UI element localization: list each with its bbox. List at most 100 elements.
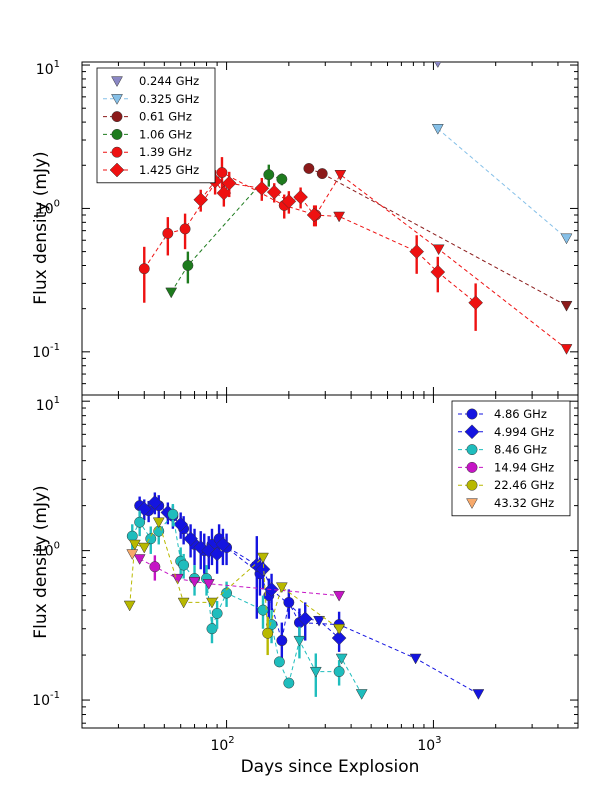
- bottom-series-43-32-ghz: [126, 549, 139, 560]
- bottom-legend-marker-8-46-ghz: [466, 444, 478, 456]
- top-point-0-244-ghz: [434, 62, 442, 69]
- bottom-point-22-46-ghz: [257, 552, 269, 564]
- top-series-0-61-ghz: [303, 163, 573, 312]
- bottom-point-4-994-ghz: [331, 630, 347, 646]
- top-legend-marker-0-244-ghz: [111, 76, 123, 88]
- top-point-1-425-ghz: [293, 189, 308, 205]
- bottom-series-22-46-ghz: [123, 517, 346, 656]
- bottom-point-4-994-ghz: [183, 531, 198, 547]
- bottom-series-14-94-ghz: [133, 554, 346, 602]
- bottom-point-8-46-ghz: [134, 516, 146, 528]
- top-point-1-425-ghz: [468, 295, 483, 311]
- bottom-point-22-46-ghz: [275, 582, 288, 594]
- top-point-1-425-ghz: [193, 192, 209, 208]
- top-point-1-06-ghz: [182, 260, 194, 271]
- top-point-0-325-ghz: [560, 233, 573, 245]
- bottom-point-8-46-ghz: [206, 623, 218, 635]
- bottom-point-8-46-ghz: [293, 635, 306, 647]
- bottom-point-8-46-ghz: [221, 587, 233, 599]
- bottom-point-22-46-ghz: [177, 597, 190, 609]
- top-series-0-325-ghz: [431, 124, 573, 245]
- top-point-1-425-ghz: [281, 194, 297, 209]
- bottom-legend-marker-22-46-ghz: [466, 479, 478, 491]
- top-point-1-425-ghz: [409, 244, 425, 259]
- top-legend-marker-1-39-ghz: [111, 146, 123, 158]
- bottom-point-8-46-ghz: [126, 530, 138, 542]
- x-axis-label: Days since Explosion: [241, 757, 420, 777]
- y-axis-label-top: Flux density (mJy): [31, 151, 51, 304]
- bottom-legend-marker-14-94-ghz: [466, 461, 478, 473]
- bottom-point-8-46-ghz: [355, 689, 368, 700]
- top-point-1-425-ghz: [430, 264, 446, 280]
- top-point-1-425-ghz: [254, 181, 270, 196]
- bottom-point-4-86-ghz: [276, 635, 288, 647]
- bottom-legend-marker-43-32-ghz: [466, 498, 478, 510]
- top-ytick-label: 10-1: [32, 342, 60, 361]
- top-point-1-425-ghz: [221, 175, 237, 191]
- top-series-1-39-ghz: [138, 157, 573, 355]
- top-legend-label-0-244-ghz: 0.244 GHz: [139, 74, 199, 88]
- bottom-legend-label-43-32-ghz: 43.32 GHz: [494, 496, 554, 510]
- top-point-1-39-ghz: [162, 227, 174, 239]
- top-legend-marker-1-06-ghz: [111, 128, 123, 140]
- bottom-point-14-94-ghz: [333, 590, 346, 602]
- bottom-point-4-86-ghz: [283, 596, 295, 608]
- bottom-point-4-994-ghz: [313, 615, 325, 627]
- top-legend-marker-1-425-ghz: [109, 162, 125, 178]
- top-point-0-61-ghz: [560, 300, 573, 312]
- bottom-point-8-46-ghz: [167, 508, 179, 520]
- top-legend-label-1-425-ghz: 1.425 GHz: [139, 163, 199, 177]
- top-point-1-425-ghz: [266, 184, 282, 200]
- bottom-legend-label-22-46-ghz: 22.46 GHz: [494, 478, 554, 492]
- top-point-1-425-ghz: [333, 211, 346, 223]
- bottom-point-22-46-ghz: [138, 542, 151, 554]
- bottom-point-22-46-ghz: [206, 597, 218, 609]
- bottom-legend-label-4-994-ghz: 4.994 GHz: [494, 425, 554, 439]
- top-series-1-06-ghz: [165, 164, 288, 299]
- top-series-line-0-325-ghz: [437, 128, 567, 239]
- top-legend-label-0-325-ghz: 0.325 GHz: [139, 92, 199, 106]
- top-legend-label-0-61-ghz: 0.61 GHz: [139, 110, 192, 124]
- y-axis-label-bottom: Flux density (mJy): [31, 485, 51, 638]
- top-series-line-1-06-ghz: [170, 174, 282, 293]
- bottom-point-4-994-ghz: [173, 516, 189, 532]
- bottom-xtick-label: 102: [210, 735, 234, 754]
- bottom-point-22-46-ghz: [333, 624, 346, 635]
- bottom-point-4-994-ghz: [215, 537, 231, 552]
- bottom-point-8-46-ghz: [257, 604, 269, 616]
- bottom-point-14-94-ghz: [149, 561, 161, 573]
- bottom-ytick-label: 10-1: [32, 690, 60, 709]
- bottom-point-4-994-ghz: [147, 495, 163, 510]
- top-legend-marker-0-325-ghz: [111, 94, 123, 105]
- top-legend-label-1-06-ghz: 1.06 GHz: [139, 127, 192, 141]
- top-point-1-06-ghz: [165, 287, 178, 299]
- bottom-point-22-46-ghz: [123, 600, 136, 612]
- bottom-series-4-994-ghz: [136, 492, 347, 652]
- top-point-1-39-ghz: [560, 344, 573, 355]
- bottom-point-43-32-ghz: [126, 549, 139, 560]
- bottom-point-4-994-ghz: [255, 561, 271, 577]
- top-point-0-61-ghz: [303, 163, 315, 174]
- bottom-point-22-46-ghz: [128, 539, 141, 551]
- bottom-xtick-label: 103: [417, 735, 441, 754]
- bottom-point-14-94-ghz: [188, 576, 201, 588]
- bottom-point-22-46-ghz: [152, 517, 165, 529]
- bottom-legend-label-14-94-ghz: 14.94 GHz: [494, 460, 554, 474]
- bottom-point-22-46-ghz: [262, 627, 274, 639]
- bottom-point-8-46-ghz: [273, 656, 285, 668]
- bottom-point-4-86-ghz: [409, 653, 422, 665]
- top-legend-label-1-39-ghz: 1.39 GHz: [139, 145, 192, 159]
- bottom-point-14-94-ghz: [202, 579, 215, 590]
- bottom-legend-label-4-86-ghz: 4.86 GHz: [494, 407, 547, 421]
- bottom-point-14-94-ghz: [133, 554, 146, 565]
- bottom-point-4-994-ghz: [264, 582, 279, 597]
- bottom-plot-data: [123, 492, 485, 700]
- top-legend-marker-0-61-ghz: [111, 111, 123, 123]
- top-point-1-06-ghz: [263, 169, 275, 181]
- bottom-legend-label-8-46-ghz: 8.46 GHz: [494, 443, 547, 457]
- bottom-point-8-46-ghz: [335, 653, 348, 665]
- bottom-legend-marker-4-994-ghz: [464, 424, 480, 440]
- bottom-ytick-label: 101: [36, 395, 60, 414]
- bottom-point-4-994-ghz: [297, 611, 313, 627]
